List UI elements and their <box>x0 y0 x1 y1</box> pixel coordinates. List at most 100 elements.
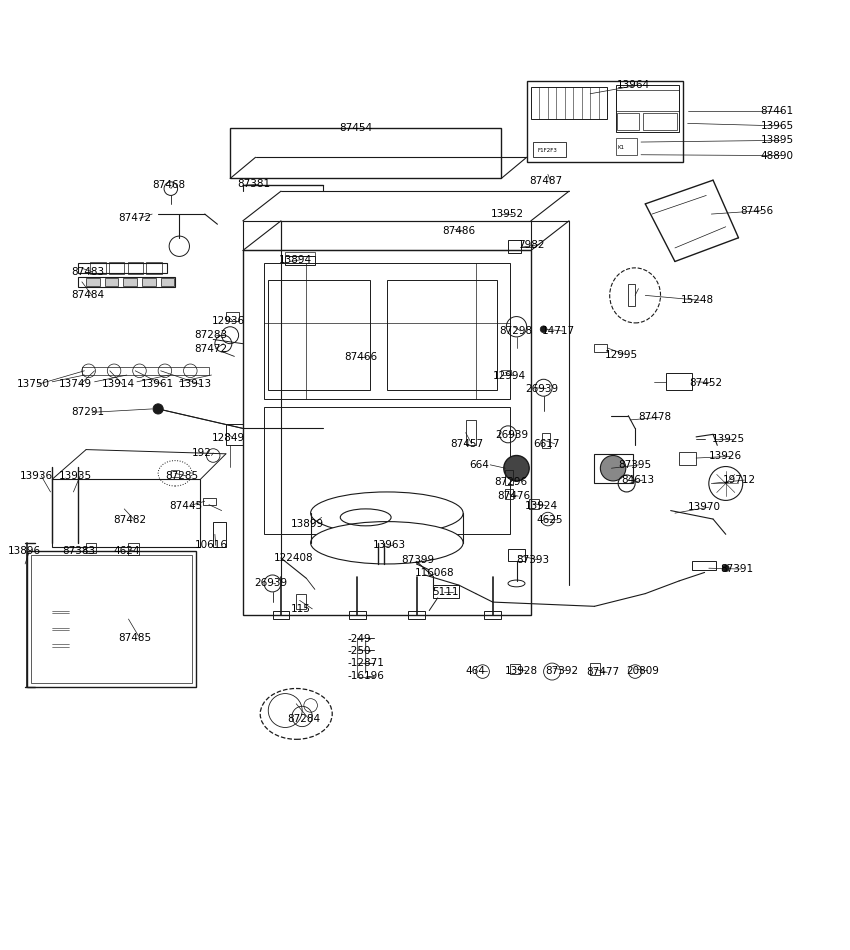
Text: 87478: 87478 <box>638 412 672 423</box>
Text: 87456: 87456 <box>740 205 774 216</box>
Text: F1F2F3: F1F2F3 <box>538 148 558 153</box>
Text: 87296: 87296 <box>495 477 528 486</box>
Bar <box>348 611 366 619</box>
Text: 87487: 87487 <box>530 176 563 186</box>
Bar <box>531 87 607 119</box>
Bar <box>508 549 525 561</box>
Bar <box>105 277 118 286</box>
Text: 115: 115 <box>292 604 311 614</box>
Text: 13952: 13952 <box>491 209 524 219</box>
Text: 26939: 26939 <box>525 384 558 393</box>
Bar <box>230 127 502 179</box>
Bar <box>52 479 201 547</box>
Bar <box>86 542 96 553</box>
Bar <box>203 498 216 504</box>
Bar <box>273 611 290 619</box>
Text: 13899: 13899 <box>292 519 324 529</box>
Text: 192: 192 <box>192 448 212 458</box>
Text: 13963: 13963 <box>372 541 405 550</box>
Text: 87381: 87381 <box>237 180 270 189</box>
Text: 19712: 19712 <box>723 475 756 485</box>
Bar <box>142 277 156 286</box>
Bar <box>542 432 551 447</box>
Text: 87452: 87452 <box>689 378 722 388</box>
Bar <box>530 499 540 509</box>
Text: 13750: 13750 <box>17 379 49 389</box>
Bar <box>243 251 531 615</box>
Ellipse shape <box>310 522 463 564</box>
Text: 87399: 87399 <box>401 555 434 564</box>
Text: 87484: 87484 <box>71 291 104 300</box>
Bar <box>679 452 696 465</box>
Text: 87283: 87283 <box>195 331 228 340</box>
Text: 14717: 14717 <box>542 326 575 336</box>
Text: 13914: 13914 <box>101 379 134 389</box>
Text: 13965: 13965 <box>761 121 794 131</box>
Bar <box>615 138 637 155</box>
Bar <box>643 113 677 130</box>
Text: -249: -249 <box>347 634 371 643</box>
Bar <box>594 344 607 352</box>
Text: 87482: 87482 <box>113 515 146 525</box>
Bar <box>264 263 510 399</box>
Bar <box>90 262 105 275</box>
Text: 664: 664 <box>469 460 489 470</box>
Text: 122408: 122408 <box>275 553 314 563</box>
Bar <box>264 408 510 534</box>
Text: 87285: 87285 <box>165 471 198 481</box>
Text: 15248: 15248 <box>681 295 714 306</box>
Text: 13895: 13895 <box>761 135 794 145</box>
Text: 87466: 87466 <box>344 352 377 362</box>
Bar <box>27 551 196 687</box>
Text: 84613: 84613 <box>621 475 654 485</box>
Text: 20809: 20809 <box>626 666 660 675</box>
Bar <box>508 240 521 253</box>
Text: 87445: 87445 <box>169 501 202 510</box>
Bar <box>243 220 531 251</box>
Text: -12871: -12871 <box>347 658 384 668</box>
Bar <box>31 556 192 682</box>
Text: 48890: 48890 <box>761 151 794 161</box>
Bar <box>408 611 425 619</box>
Text: 87485: 87485 <box>118 633 151 642</box>
Text: 12849: 12849 <box>212 432 245 443</box>
Bar <box>484 611 501 619</box>
Text: 12995: 12995 <box>604 350 638 360</box>
Text: 87393: 87393 <box>517 555 550 564</box>
Circle shape <box>722 565 729 572</box>
Bar <box>590 663 600 674</box>
Circle shape <box>541 326 547 332</box>
Bar <box>128 262 143 275</box>
Bar <box>527 81 683 162</box>
Text: 87461: 87461 <box>761 105 794 116</box>
Text: 7982: 7982 <box>518 239 545 250</box>
Bar <box>171 470 179 477</box>
Bar <box>594 454 632 484</box>
Circle shape <box>153 404 163 414</box>
Text: 87383: 87383 <box>62 546 95 557</box>
Text: 13749: 13749 <box>59 379 92 389</box>
Text: K1: K1 <box>617 144 624 149</box>
Bar <box>226 424 243 446</box>
Text: 87298: 87298 <box>500 326 533 336</box>
Bar <box>502 370 512 375</box>
Text: 116068: 116068 <box>415 568 455 579</box>
Bar <box>466 420 476 446</box>
Bar <box>109 262 124 275</box>
Bar <box>534 142 565 158</box>
Text: -250: -250 <box>347 646 371 656</box>
Text: 4625: 4625 <box>537 515 564 525</box>
Text: 87457: 87457 <box>450 439 484 448</box>
Text: 26939: 26939 <box>496 430 529 440</box>
Text: 87472: 87472 <box>195 344 228 353</box>
Bar <box>286 252 314 256</box>
Bar <box>617 113 638 130</box>
Text: 87392: 87392 <box>546 666 579 675</box>
Bar <box>128 542 139 556</box>
Bar <box>666 373 692 390</box>
Bar <box>77 276 175 287</box>
Text: 13964: 13964 <box>616 81 649 90</box>
Bar <box>82 367 209 375</box>
Bar <box>505 488 513 499</box>
Text: 13924: 13924 <box>525 501 558 510</box>
